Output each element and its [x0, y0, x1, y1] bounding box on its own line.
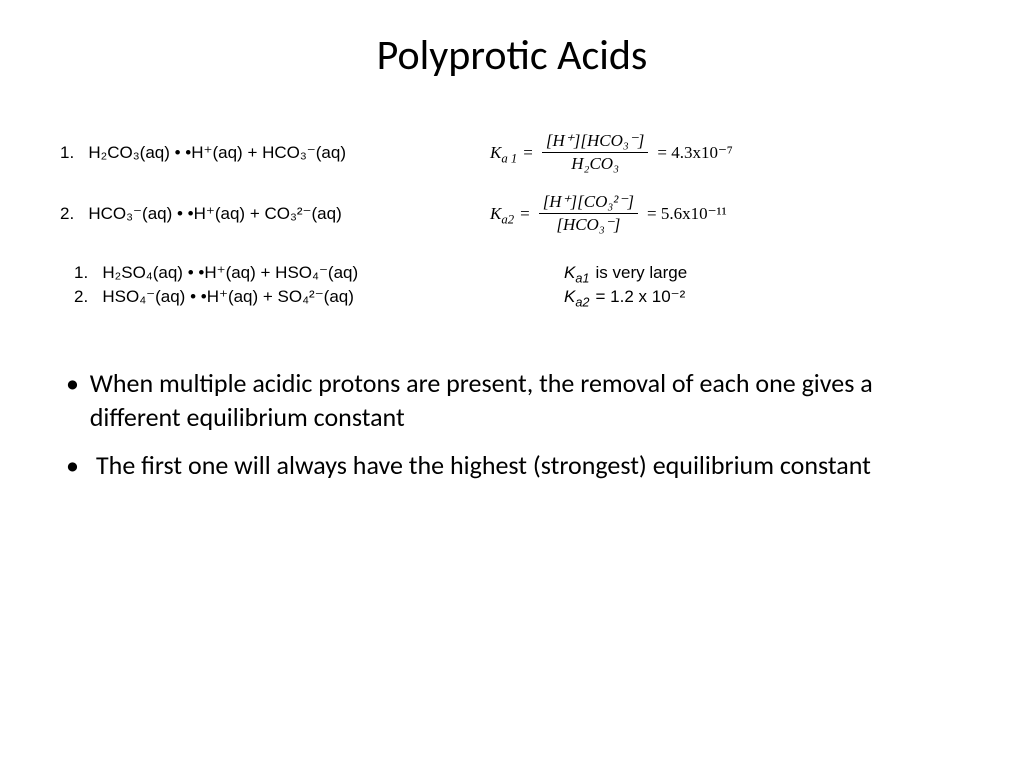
sulfuric-eq1: 1. H₂SO₄(aq) • •H⁺(aq) + HSO₄⁻(aq) Ka1 i… — [74, 263, 964, 283]
bullet-text: When multiple acidic protons are present… — [90, 367, 964, 435]
eq-number: 1. — [60, 143, 74, 162]
eq-lhs: HSO₄⁻(aq) • •H⁺(aq) + SO₄²⁻(aq) — [102, 287, 354, 306]
bullet-text: The first one will always have the highe… — [96, 449, 871, 483]
eq-number: 2. — [74, 287, 88, 306]
bullet-dot-icon: • — [60, 367, 90, 435]
eq-rhs: Ka2 = [H⁺][CO₃²⁻] [HCO₃⁻] = 5.6x10⁻¹¹ — [490, 192, 964, 235]
sulfuric-block: 1. H₂SO₄(aq) • •H⁺(aq) + HSO₄⁻(aq) Ka1 i… — [74, 263, 964, 307]
k-label: K — [490, 204, 501, 223]
eq-number: 2. — [60, 204, 74, 223]
eq-number: 1. — [74, 263, 88, 282]
bullet-dot-icon: • — [60, 449, 96, 483]
eq-rhs: Ka 1 = [H⁺][HCO₃⁻] H₂CO₃ = 4.3x10⁻⁷ — [490, 131, 964, 174]
denominator: H₂CO₃ — [567, 153, 623, 174]
bullet-item: • When multiple acidic protons are prese… — [60, 367, 964, 435]
eq-lhs: H₂SO₄(aq) • •H⁺(aq) + HSO₄⁻(aq) — [102, 263, 358, 282]
carbonic-eq2: 2. HCO₃⁻(aq) • •H⁺(aq) + CO₃²⁻(aq) Ka2 =… — [60, 192, 964, 235]
fraction: [H⁺][HCO₃⁻] H₂CO₃ — [542, 131, 649, 174]
k-sub: a2 — [501, 212, 514, 226]
eq-rhs: Ka1 is very large — [564, 263, 964, 283]
carbonic-block: 1. H₂CO₃(aq) • •H⁺(aq) + HCO₃⁻(aq) Ka 1 … — [60, 131, 964, 235]
k-value: = 5.6x10⁻¹¹ — [647, 204, 727, 224]
carbonic-eq1: 1. H₂CO₃(aq) • •H⁺(aq) + HCO₃⁻(aq) Ka 1 … — [60, 131, 964, 174]
eq-lhs: HCO₃⁻(aq) • •H⁺(aq) + CO₃²⁻(aq) — [88, 204, 341, 223]
k-value: = 4.3x10⁻⁷ — [657, 143, 733, 163]
eq-rhs: Ka2 = 1.2 x 10⁻² — [564, 287, 964, 307]
sulfuric-eq2: 2. HSO₄⁻(aq) • •H⁺(aq) + SO₄²⁻(aq) Ka2 =… — [74, 287, 964, 307]
page-title: Polyprotic Acids — [60, 30, 964, 81]
denominator: [HCO₃⁻] — [552, 214, 624, 235]
bullet-list: • When multiple acidic protons are prese… — [60, 367, 964, 482]
eq-lhs: H₂CO₃(aq) • •H⁺(aq) + HCO₃⁻(aq) — [88, 143, 346, 162]
numerator: [H⁺][HCO₃⁻] — [542, 131, 649, 153]
k-label: K — [490, 143, 501, 162]
fraction: [H⁺][CO₃²⁻] [HCO₃⁻] — [539, 192, 638, 235]
bullet-item: • The first one will always have the hig… — [60, 449, 964, 483]
k-sub: a 1 — [501, 151, 517, 165]
numerator: [H⁺][CO₃²⁻] — [539, 192, 638, 214]
